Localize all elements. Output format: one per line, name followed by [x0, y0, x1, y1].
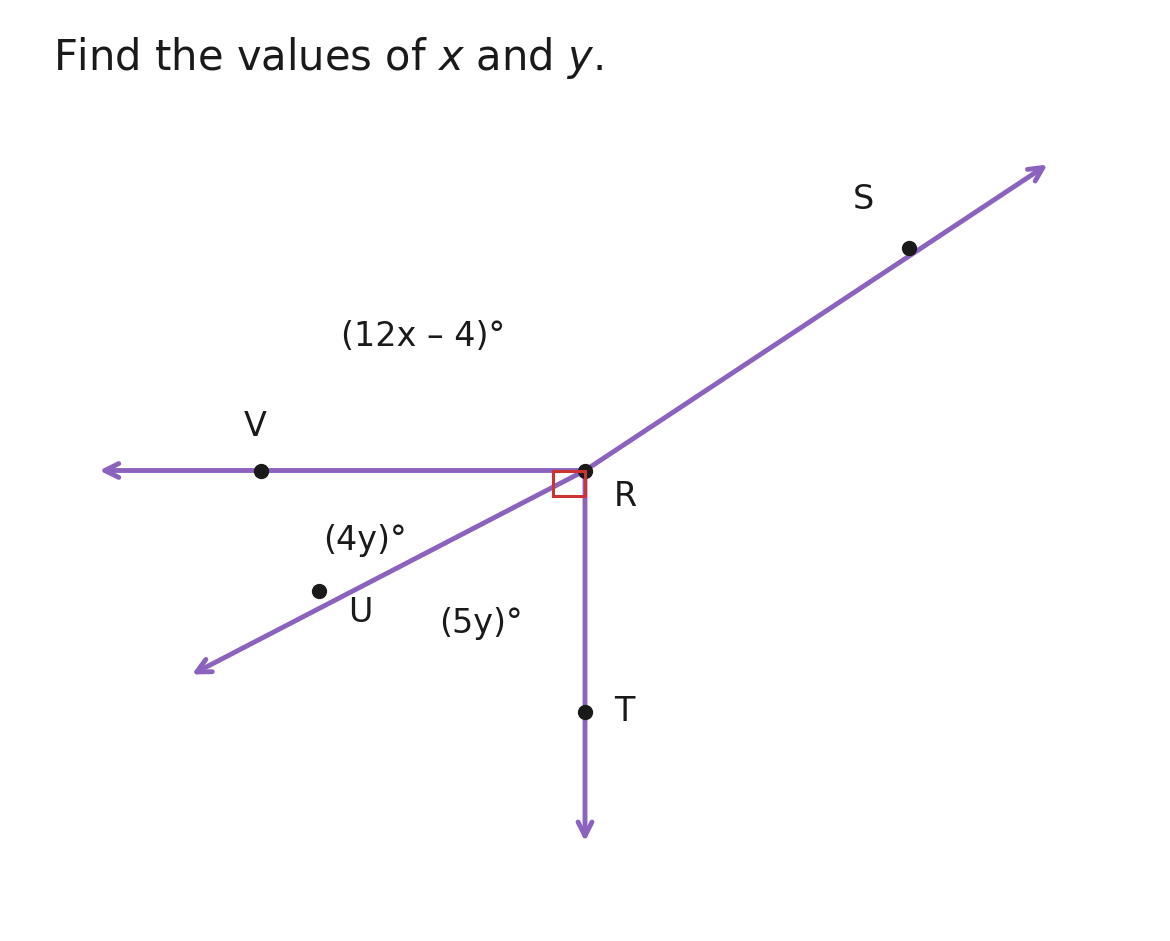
Bar	[552, 470, 585, 497]
Text: (4y)°: (4y)°	[324, 523, 407, 556]
Text: (5y)°: (5y)°	[439, 607, 523, 640]
Text: Find the values of $x$ and $y$.: Find the values of $x$ and $y$.	[53, 35, 603, 81]
Text: R: R	[614, 480, 638, 513]
Text: T: T	[614, 695, 634, 728]
Text: S: S	[853, 183, 874, 215]
Text: V: V	[245, 409, 267, 442]
Text: (12x – 4)°: (12x – 4)°	[342, 320, 505, 353]
Text: U: U	[347, 596, 372, 629]
